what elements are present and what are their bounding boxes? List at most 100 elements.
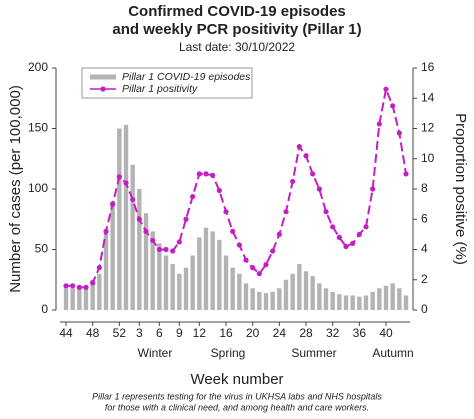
point (396, 130, 402, 136)
y-tick-label: 50 (35, 242, 49, 256)
point (403, 171, 409, 177)
point (243, 257, 249, 263)
x-tick-label: 44 (59, 326, 73, 340)
bar (283, 279, 289, 310)
bar (203, 227, 209, 310)
footnote: for those with a clinical need, and amon… (105, 402, 369, 412)
point (83, 284, 89, 290)
legend-swatch (100, 86, 106, 92)
bar (110, 201, 115, 310)
bar (297, 264, 302, 310)
bar (403, 295, 409, 310)
bar (177, 273, 182, 310)
point (203, 171, 209, 177)
bar (350, 295, 355, 310)
bar (163, 255, 169, 310)
point (170, 248, 176, 254)
y-axis-label: Number of cases (per 100,000) (7, 85, 24, 293)
bar (310, 276, 315, 310)
bar (277, 288, 282, 310)
y2-tick-label: 16 (421, 60, 435, 74)
point (310, 171, 316, 177)
bar (170, 264, 175, 310)
bar (257, 291, 262, 310)
bar (363, 295, 369, 310)
bar (190, 255, 195, 310)
bar (397, 288, 402, 310)
point (390, 103, 396, 109)
bar (70, 288, 75, 310)
bar (197, 237, 202, 310)
point (276, 231, 282, 237)
bar (237, 273, 242, 310)
y2-tick-label: 8 (421, 181, 428, 195)
legend-label: Pillar 1 COVID-19 episodes (122, 71, 251, 83)
point (370, 186, 376, 192)
y2-tick-label: 12 (421, 121, 435, 135)
point (256, 271, 262, 277)
point (296, 144, 302, 150)
x-tick-label: 28 (299, 326, 313, 340)
point (336, 234, 342, 240)
bar (250, 288, 255, 310)
x-tick-label: 3 (136, 326, 143, 340)
bar (230, 267, 235, 310)
bar (370, 291, 375, 310)
bar (390, 283, 395, 310)
point (150, 237, 156, 244)
point (116, 174, 122, 180)
line (66, 85, 407, 289)
y2-tick-label: 0 (421, 302, 428, 316)
point (190, 193, 196, 200)
chart-subtitle: Last date: 30/10/2022 (179, 40, 295, 54)
x-tick-label: 6 (156, 326, 163, 340)
bar (383, 285, 389, 310)
point (110, 201, 116, 207)
x-tick-label: 16 (219, 326, 233, 340)
x-tick-label: 40 (379, 326, 393, 340)
point (210, 172, 216, 178)
point (63, 283, 69, 289)
point (303, 153, 309, 159)
legend-box (81, 67, 253, 99)
bar (303, 271, 309, 310)
bar (263, 293, 269, 310)
bar (90, 279, 95, 310)
point (270, 248, 276, 254)
point (96, 265, 102, 271)
x-tick-label: 9 (176, 326, 183, 340)
y-tick-label: 0 (41, 302, 48, 316)
season-label: Summer (291, 346, 336, 360)
point (250, 265, 256, 271)
y2-tick-label: 6 (421, 211, 428, 225)
y2-tick-label: 2 (421, 272, 428, 286)
point (76, 284, 82, 290)
bar (150, 231, 155, 310)
point (363, 224, 369, 230)
point (343, 243, 349, 250)
point (230, 228, 236, 234)
season-label: Spring (211, 346, 246, 360)
x-tick-label: 32 (326, 326, 340, 340)
point (283, 209, 289, 215)
season-label: Winter (138, 346, 173, 360)
bar (130, 164, 135, 310)
legend-label: Pillar 1 positivity (122, 83, 198, 95)
point (216, 187, 222, 194)
bar (290, 273, 295, 310)
x-axis-label: Week number (190, 371, 283, 388)
x-tick-label: 24 (273, 326, 287, 340)
point (196, 171, 202, 177)
bar (103, 231, 109, 310)
point (143, 228, 149, 234)
bar (223, 255, 229, 310)
point (316, 186, 322, 192)
point (163, 246, 169, 253)
bar (323, 288, 329, 310)
y-tick-label: 200 (28, 60, 48, 74)
y2-tick-label: 14 (421, 90, 435, 104)
bar (117, 128, 122, 310)
bar (357, 296, 362, 310)
point (356, 231, 362, 237)
bar (210, 231, 215, 310)
